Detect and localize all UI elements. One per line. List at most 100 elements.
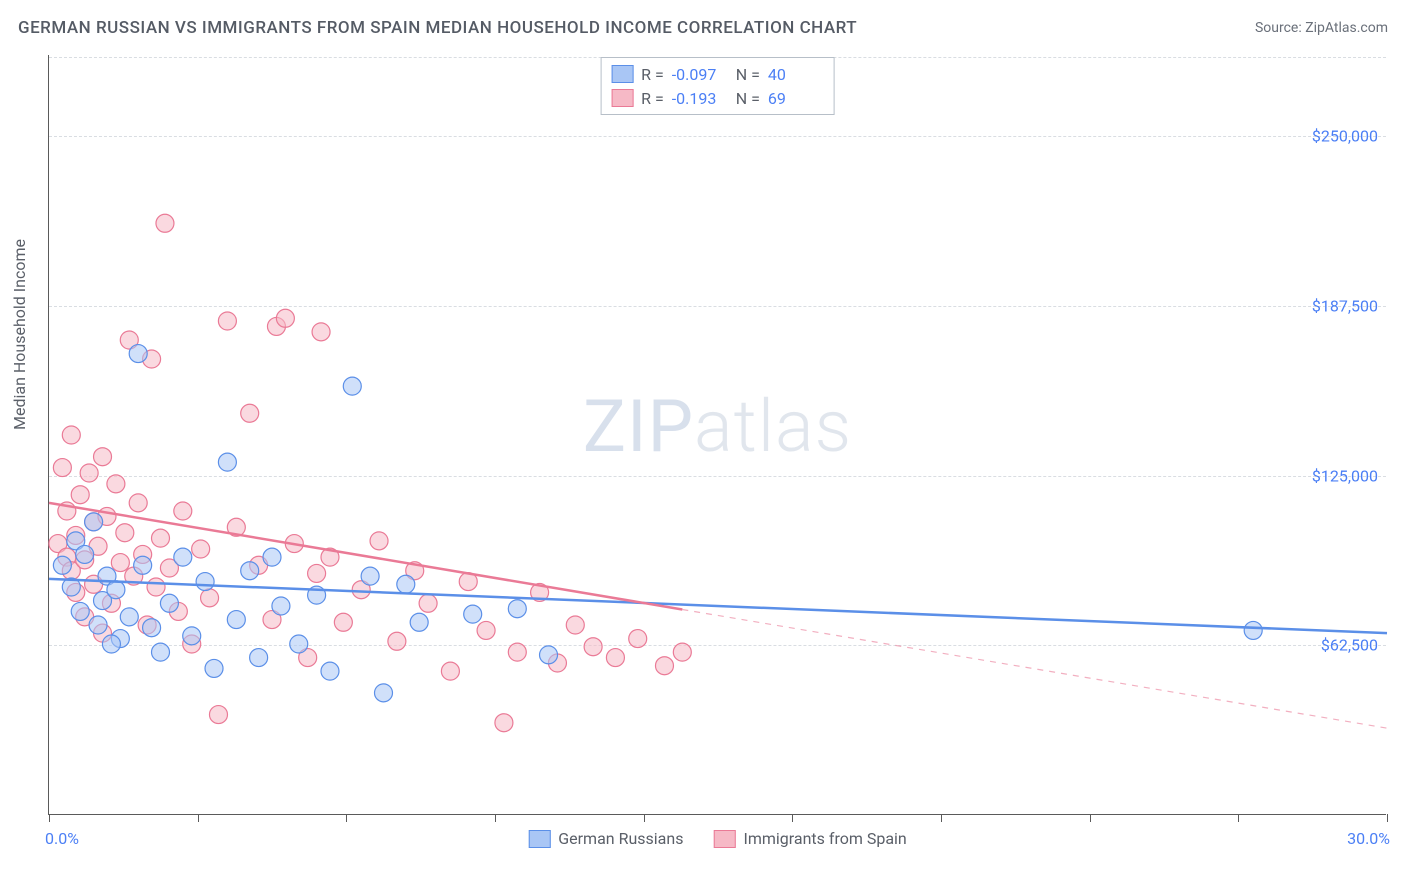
- stat-n-value-0: 40: [768, 65, 824, 84]
- scatter-point: [508, 643, 526, 661]
- scatter-point: [321, 662, 339, 680]
- scatter-point: [156, 214, 174, 232]
- scatter-point: [227, 611, 245, 629]
- scatter-point: [361, 567, 379, 585]
- scatter-point: [308, 564, 326, 582]
- chart-title: GERMAN RUSSIAN VS IMMIGRANTS FROM SPAIN …: [18, 18, 857, 38]
- source-prefix: Source:: [1255, 20, 1305, 36]
- scatter-point: [218, 453, 236, 471]
- stat-r-value-0: -0.097: [672, 65, 728, 84]
- x-max-label: 30.0%: [1347, 829, 1390, 848]
- scatter-point: [540, 646, 558, 664]
- scatter-point: [85, 513, 103, 531]
- source-link[interactable]: ZipAtlas.com: [1305, 20, 1388, 36]
- scatter-point: [71, 486, 89, 504]
- scatter-point: [263, 548, 281, 566]
- scatter-point: [276, 309, 294, 327]
- scatter-point: [62, 426, 80, 444]
- title-bar: GERMAN RUSSIAN VS IMMIGRANTS FROM SPAIN …: [18, 18, 1388, 38]
- stat-r-label: R =: [641, 89, 664, 108]
- x-min-label: 0.0%: [45, 829, 79, 848]
- x-tick: [1238, 814, 1239, 822]
- scatter-point: [1244, 621, 1262, 639]
- scatter-point: [196, 573, 214, 591]
- scatter-point: [80, 464, 98, 482]
- scatter-plot-svg: [49, 55, 1386, 814]
- scatter-point: [143, 619, 161, 637]
- scatter-point: [116, 524, 134, 542]
- x-tick: [644, 814, 645, 822]
- stat-n-label: N =: [736, 89, 760, 108]
- bottom-legend: German Russians Immigrants from Spain: [528, 829, 907, 848]
- legend-label-0: German Russians: [558, 829, 683, 848]
- scatter-point: [111, 554, 129, 572]
- scatter-point: [134, 556, 152, 574]
- scatter-point: [129, 345, 147, 363]
- scatter-point: [375, 684, 393, 702]
- scatter-point: [334, 613, 352, 631]
- scatter-point: [290, 635, 308, 653]
- legend-item-1: Immigrants from Spain: [713, 829, 906, 848]
- scatter-point: [201, 589, 219, 607]
- scatter-point: [477, 621, 495, 639]
- scatter-point: [205, 659, 223, 677]
- scatter-point: [495, 714, 513, 732]
- scatter-point: [183, 627, 201, 645]
- scatter-point: [107, 581, 125, 599]
- scatter-point: [250, 649, 268, 667]
- scatter-point: [566, 616, 584, 634]
- legend-swatch-0: [528, 830, 550, 848]
- x-tick: [1090, 814, 1091, 822]
- scatter-point: [71, 602, 89, 620]
- swatch-series-0: [611, 65, 633, 83]
- scatter-point: [174, 548, 192, 566]
- scatter-point: [174, 502, 192, 520]
- stat-r-label: R =: [641, 65, 664, 84]
- x-tick: [346, 814, 347, 822]
- scatter-point: [152, 529, 170, 547]
- scatter-point: [89, 616, 107, 634]
- scatter-point: [419, 594, 437, 612]
- scatter-point: [343, 377, 361, 395]
- x-tick: [941, 814, 942, 822]
- stat-r-value-1: -0.193: [672, 89, 728, 108]
- stat-n-value-1: 69: [768, 89, 824, 108]
- scatter-point: [147, 578, 165, 596]
- scatter-point: [192, 540, 210, 558]
- plot-area: ZIPatlas $62,500$125,000$187,500$250,000…: [48, 55, 1386, 815]
- legend-label-1: Immigrants from Spain: [743, 829, 906, 848]
- scatter-point: [160, 594, 178, 612]
- legend-item-0: German Russians: [528, 829, 683, 848]
- scatter-point: [606, 649, 624, 667]
- scatter-point: [102, 635, 120, 653]
- x-tick: [1387, 814, 1388, 822]
- scatter-point: [508, 600, 526, 618]
- scatter-point: [129, 494, 147, 512]
- legend-swatch-1: [713, 830, 735, 848]
- scatter-point: [655, 657, 673, 675]
- scatter-point: [209, 706, 227, 724]
- x-tick: [792, 814, 793, 822]
- scatter-point: [241, 404, 259, 422]
- scatter-point: [370, 532, 388, 550]
- scatter-point: [410, 613, 428, 631]
- trend-line-extrapolated: [682, 609, 1387, 728]
- scatter-point: [673, 643, 691, 661]
- scatter-point: [152, 643, 170, 661]
- scatter-point: [272, 597, 290, 615]
- source-attribution: Source: ZipAtlas.com: [1255, 20, 1388, 36]
- scatter-point: [76, 545, 94, 563]
- scatter-point: [218, 312, 236, 330]
- scatter-point: [441, 662, 459, 680]
- scatter-point: [53, 556, 71, 574]
- x-tick: [198, 814, 199, 822]
- scatter-point: [53, 459, 71, 477]
- scatter-point: [464, 605, 482, 623]
- scatter-point: [94, 448, 112, 466]
- trend-line: [49, 579, 1387, 633]
- stats-row-series-1: R = -0.193 N = 69: [611, 86, 824, 110]
- x-tick: [495, 814, 496, 822]
- scatter-point: [397, 575, 415, 593]
- scatter-point: [312, 323, 330, 341]
- scatter-point: [120, 608, 138, 626]
